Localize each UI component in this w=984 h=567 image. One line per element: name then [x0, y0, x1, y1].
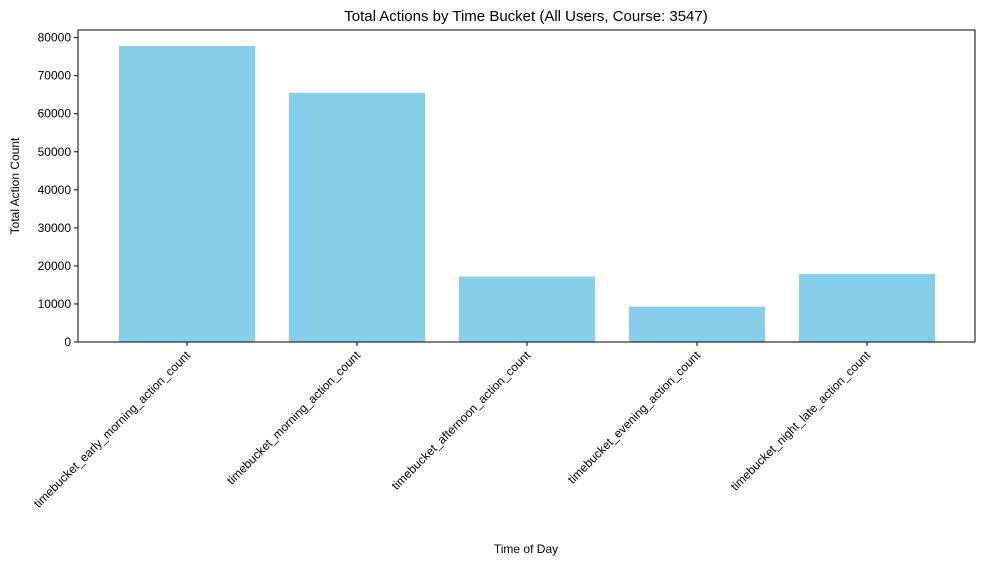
y-axis-title: Total Action Count: [8, 137, 22, 234]
y-axis: 0 10000 20000 30000 40000 50000 60000 70000 8000…: [38, 31, 78, 349]
bar-2: [289, 92, 425, 342]
x-tick-label: timebucket_afternoon_action_count: [389, 348, 534, 493]
y-tick-label: 80000: [38, 31, 72, 45]
y-tick-label: 70000: [38, 69, 72, 83]
y-tick-label: 10000: [38, 297, 72, 311]
y-tick-label: 50000: [38, 145, 72, 159]
x-axis: timebucket_early_morning_action_count tim…: [31, 342, 874, 510]
bars-group: [119, 45, 935, 342]
bar-1: [119, 45, 255, 342]
bar-5: [799, 273, 935, 342]
y-tick-label: 40000: [38, 183, 72, 197]
y-tick-label: 0: [64, 335, 71, 349]
plot-frame: [77, 29, 976, 343]
y-tick-label: 20000: [38, 259, 72, 273]
y-tick-label: 30000: [38, 221, 72, 235]
x-tick-label: timebucket_evening_action_count: [565, 348, 704, 487]
y-tick-label: 60000: [38, 107, 72, 121]
x-tick-label: timebucket_early_morning_action_count: [31, 348, 194, 511]
x-axis-title: Time of Day: [494, 542, 558, 556]
chart-title: Total Actions by Time Bucket (All Users,…: [344, 8, 707, 25]
bar-3: [459, 276, 595, 342]
x-tick-label: timebucket_morning_action_count: [224, 348, 364, 488]
x-tick-label: timebucket_night_late_action_count: [728, 348, 874, 494]
bar-4: [629, 306, 765, 342]
